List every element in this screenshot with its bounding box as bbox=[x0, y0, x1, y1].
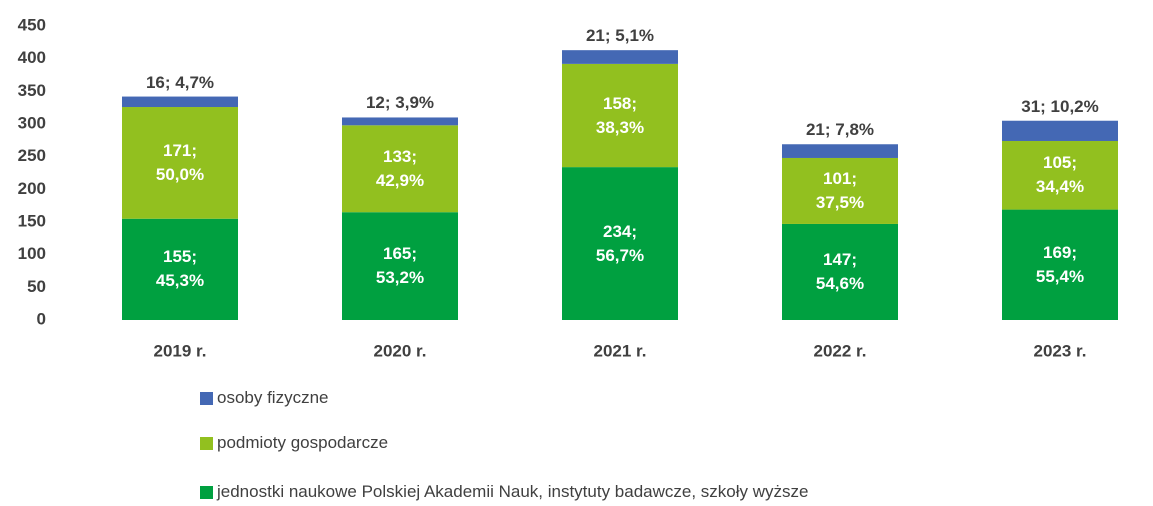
y-tick-label: 450 bbox=[18, 15, 46, 34]
legend-item: osoby fizyczne bbox=[200, 386, 329, 410]
bar-segment bbox=[562, 63, 678, 168]
data-label: 21; 5,1% bbox=[585, 26, 655, 46]
y-tick-label: 350 bbox=[18, 81, 46, 100]
data-label: 12; 3,9% bbox=[365, 93, 435, 113]
bar-segment bbox=[342, 125, 458, 213]
x-tick-label: 2020 r. bbox=[374, 341, 427, 360]
bar-segment bbox=[122, 96, 238, 108]
y-tick-label: 200 bbox=[18, 179, 46, 198]
y-tick-label: 250 bbox=[18, 146, 46, 165]
y-tick-label: 400 bbox=[18, 48, 46, 67]
data-label: 105; 34,4% bbox=[1035, 153, 1085, 197]
bar-segment bbox=[122, 218, 238, 320]
y-tick-label: 150 bbox=[18, 211, 46, 230]
bar-segment bbox=[1002, 209, 1118, 320]
legend-item: jednostki naukowe Polskiej Akademii Nauk… bbox=[200, 480, 809, 504]
x-tick-label: 2021 r. bbox=[594, 341, 647, 360]
legend-swatch bbox=[200, 391, 213, 405]
bar-segment bbox=[122, 107, 238, 219]
y-tick-label: 50 bbox=[27, 277, 46, 296]
y-tick-label: 0 bbox=[37, 309, 46, 328]
data-label: 133; 42,9% bbox=[375, 146, 425, 190]
data-label: 165; 53,2% bbox=[375, 244, 425, 288]
x-tick-label: 2019 r. bbox=[154, 341, 207, 360]
bar-segment bbox=[1002, 140, 1118, 210]
bar-segment bbox=[342, 212, 458, 320]
bar-segment bbox=[782, 157, 898, 224]
bar-segment bbox=[562, 50, 678, 64]
legend-swatch bbox=[200, 485, 213, 499]
x-tick-label: 2022 r. bbox=[814, 341, 867, 360]
data-label: 158; 38,3% bbox=[595, 93, 645, 137]
y-tick-label: 100 bbox=[18, 244, 46, 263]
data-label: 171; 50,0% bbox=[155, 140, 205, 184]
legend-item: podmioty gospodarcze bbox=[200, 431, 388, 455]
bar-segment bbox=[562, 167, 678, 320]
data-label: 234; 56,7% bbox=[595, 221, 645, 265]
data-label: 101; 37,5% bbox=[815, 168, 865, 212]
data-label: 147; 54,6% bbox=[815, 249, 865, 293]
bar-segment bbox=[782, 144, 898, 158]
bar-segment bbox=[782, 223, 898, 320]
legend-label: podmioty gospodarcze bbox=[217, 433, 389, 452]
legend-label: osoby fizyczne bbox=[217, 388, 329, 407]
data-label: 169; 55,4% bbox=[1035, 242, 1085, 286]
data-label: 155; 45,3% bbox=[155, 247, 205, 291]
legend-swatch bbox=[200, 436, 213, 450]
bar-segment bbox=[342, 117, 458, 126]
x-tick-label: 2023 r. bbox=[1034, 341, 1087, 360]
y-tick-label: 300 bbox=[18, 113, 46, 132]
legend-label: jednostki naukowe Polskiej Akademii Nauk… bbox=[217, 482, 809, 501]
data-label: 21; 7,8% bbox=[805, 120, 875, 140]
data-label: 31; 10,2% bbox=[1021, 96, 1099, 116]
bar-segment bbox=[1002, 120, 1118, 141]
data-label: 16; 4,7% bbox=[145, 72, 215, 92]
